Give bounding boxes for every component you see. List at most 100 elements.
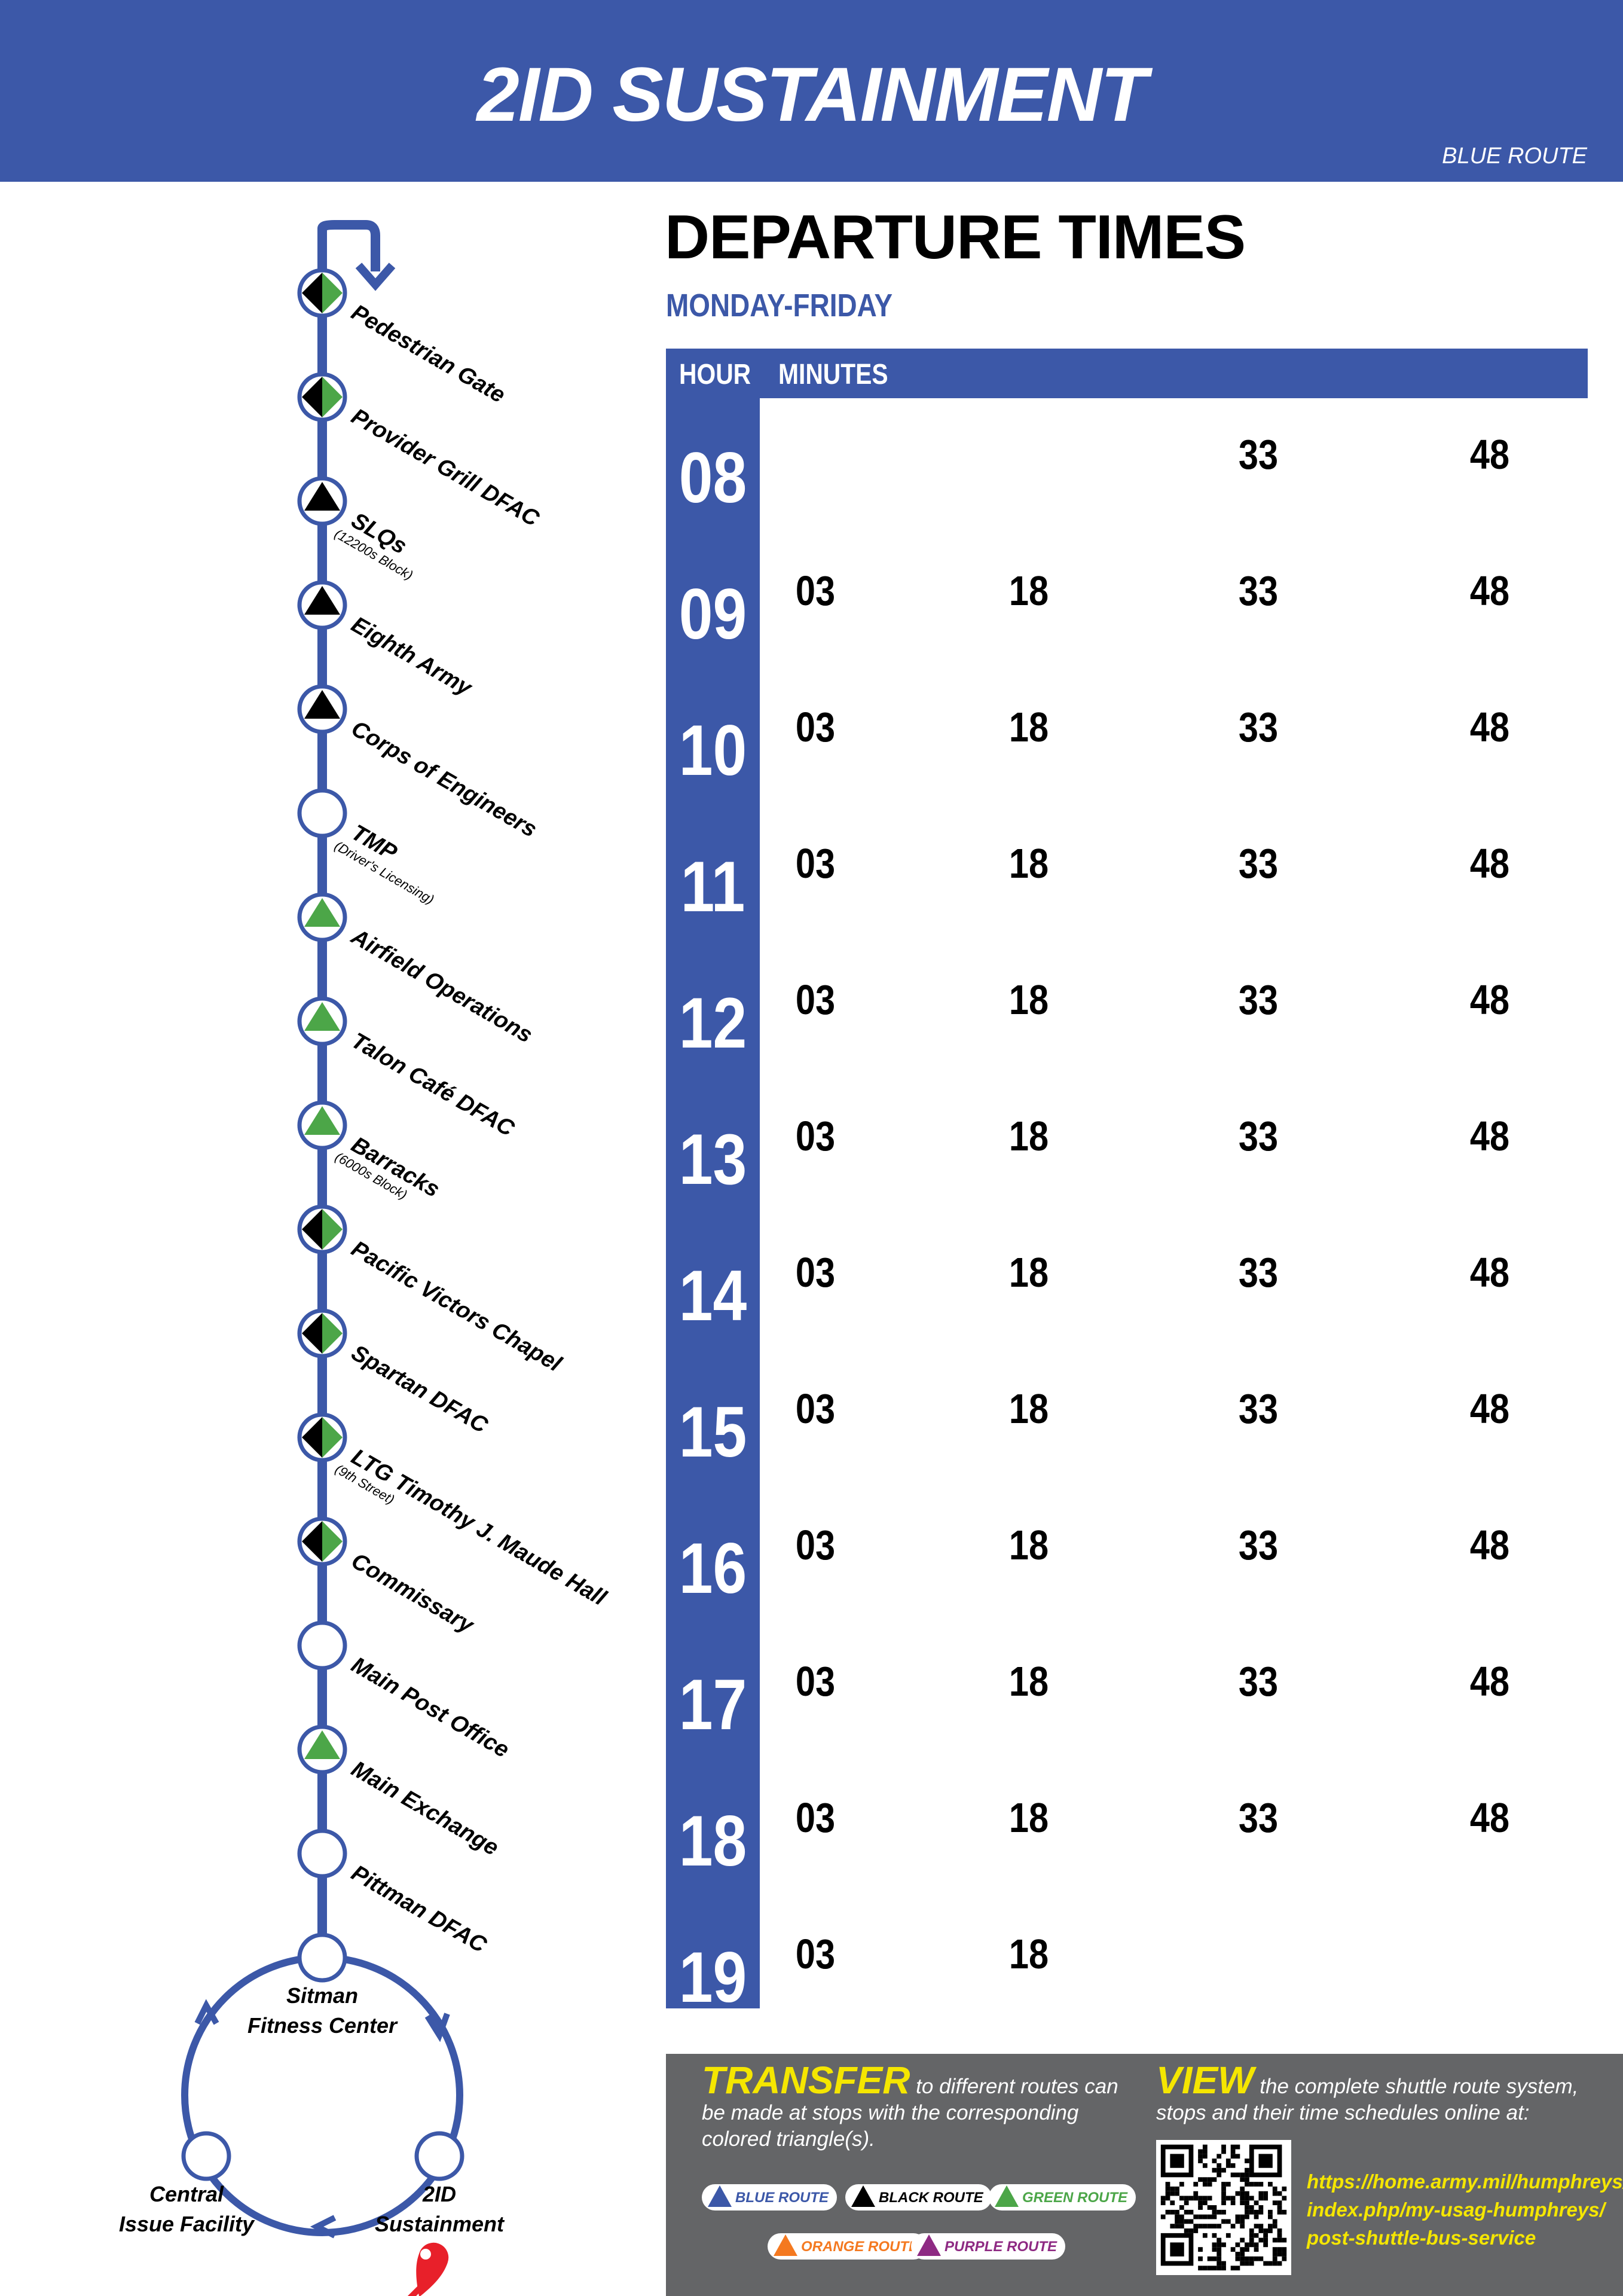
transfer-info: TRANSFER to different routes can be made… [702, 2061, 1132, 2152]
departure-minute: 48 [1469, 1249, 1510, 1296]
stop-marker [297, 788, 347, 838]
black-triangle-icon [302, 377, 322, 417]
route-badge: BLACK ROUTE [845, 2184, 992, 2210]
departure-minute: 33 [1238, 1658, 1279, 1705]
departure-minute: 03 [795, 976, 836, 1023]
stop-circle [414, 2131, 464, 2181]
black-triangle-icon [302, 1313, 322, 1354]
stop-name: Pedestrian Gate [347, 300, 510, 408]
route-badge-label: BLUE ROUTE [735, 2190, 829, 2206]
stop-label: Pittman DFAC [347, 1860, 491, 1958]
view-text: stops and their time schedules online at… [1156, 2101, 1530, 2124]
stop-name: Talon Café DFAC [347, 1028, 519, 1141]
schedule-row: 10 03 18 33 48 [666, 679, 1588, 816]
stop-marker [297, 996, 347, 1046]
website-link[interactable]: https://home.army.mil/humphreys/ index.p… [1307, 2167, 1623, 2252]
route-badge-label: ORANGE ROUTE [801, 2239, 919, 2255]
stop-circle [297, 1932, 347, 1983]
stop-circle [297, 1828, 347, 1879]
triangle-icon [851, 2185, 875, 2207]
schedule-row: 16 03 18 33 48 [666, 1497, 1588, 1634]
transfer-text: be made at stops with the corresponding [702, 2101, 1079, 2124]
triangle-icon [774, 2234, 797, 2256]
view-heading: VIEW [1156, 2059, 1254, 2102]
stop-marker [297, 1100, 347, 1150]
stop-circle [297, 788, 347, 838]
schedule-row: 12 03 18 33 48 [666, 952, 1588, 1088]
departure-minute: 48 [1469, 567, 1510, 614]
departure-minute: 48 [1469, 840, 1510, 887]
hour-label: 08 [678, 438, 747, 518]
route-badge-label: GREEN ROUTE [1022, 2190, 1128, 2206]
departure-minute: 48 [1469, 1522, 1510, 1568]
black-triangle-icon [302, 1417, 322, 1458]
view-text: the complete shuttle route system, [1254, 2075, 1579, 2098]
stop-label: LTG Timothy J. Maude Hall (9th Street) [329, 1438, 611, 1623]
stop-marker [297, 476, 347, 526]
departure-minute: 48 [1469, 1794, 1510, 1841]
stop-label: Commissary [347, 1548, 479, 1638]
departure-minute: 33 [1238, 704, 1279, 750]
stop-marker [297, 892, 347, 942]
transfer-text: colored triangle(s). [702, 2127, 875, 2151]
stop-name: Main Exchange [347, 1756, 503, 1861]
stop-circle [297, 1620, 347, 1671]
stop-name: Provider Grill DFAC [347, 404, 544, 532]
departure-minute: 18 [1008, 1113, 1049, 1159]
departure-minute: 18 [1008, 1794, 1049, 1841]
schedule-row: 13 03 18 33 48 [666, 1088, 1588, 1225]
green-triangle-icon [304, 1106, 340, 1135]
departure-minute: 03 [795, 1113, 836, 1159]
hour-label: 18 [678, 1801, 747, 1881]
stop-label: 2ID [422, 2182, 456, 2206]
departure-minute: 48 [1469, 1658, 1510, 1705]
departure-minute: 48 [1469, 1113, 1510, 1159]
you-are-here-pin-icon [407, 2242, 449, 2296]
stop-label: Provider Grill DFAC [347, 404, 544, 532]
stop-label: Sustainment [375, 2212, 505, 2236]
departure-minute: 18 [1008, 1522, 1049, 1568]
stop-label: SLQs (12200s Block) [329, 502, 428, 582]
route-name: BLUE ROUTE [1442, 144, 1587, 169]
departure-minute: 33 [1238, 840, 1279, 887]
arrow-icon [194, 1999, 219, 2025]
stop-marker [181, 2131, 231, 2181]
black-triangle-icon [302, 1209, 322, 1250]
schedule-row: 09 03 18 33 48 [666, 543, 1588, 679]
departure-minute: 18 [1008, 567, 1049, 614]
departure-minute: 18 [1008, 976, 1049, 1023]
route-line [317, 220, 380, 271]
stop-label: Central [149, 2182, 224, 2206]
departure-minute: 03 [795, 1794, 836, 1841]
departure-minute: 48 [1469, 1385, 1510, 1432]
stop-marker [297, 1828, 347, 1879]
stop-marker [297, 372, 347, 422]
departure-minute: 03 [795, 840, 836, 887]
stop-marker [297, 1308, 347, 1358]
black-triangle-icon [302, 1521, 322, 1562]
route-badge-label: BLACK ROUTE [879, 2190, 983, 2206]
stop-circle [181, 2131, 231, 2181]
departure-minute: 03 [795, 567, 836, 614]
departure-minute: 03 [795, 1658, 836, 1705]
stop-label: Airfield Operations [347, 924, 537, 1048]
stop-marker [297, 1516, 347, 1567]
page-title: 2ID SUSTAINMENT [476, 52, 1148, 138]
arrow-icon [424, 2013, 450, 2042]
green-triangle-icon [322, 1521, 343, 1562]
qr-code[interactable] [1156, 2140, 1291, 2275]
departure-minute: 33 [1238, 1113, 1279, 1159]
triangle-icon [995, 2185, 1019, 2207]
black-triangle-icon [304, 586, 340, 615]
stop-label: Pedestrian Gate [347, 300, 510, 408]
stop-marker [297, 580, 347, 630]
stop-label: Main Post Office [347, 1652, 514, 1763]
departure-minute: 03 [795, 1385, 836, 1432]
hour-label: 17 [678, 1665, 747, 1745]
schedule-row: 11 03 18 33 48 [666, 816, 1588, 952]
stop-marker [297, 268, 347, 318]
view-info: VIEW the complete shuttle route system, … [1156, 2061, 1610, 2126]
triangle-icon [917, 2234, 941, 2256]
green-triangle-icon [322, 273, 343, 313]
url-line: index.php/my-usag-humphreys/ [1307, 2199, 1605, 2221]
